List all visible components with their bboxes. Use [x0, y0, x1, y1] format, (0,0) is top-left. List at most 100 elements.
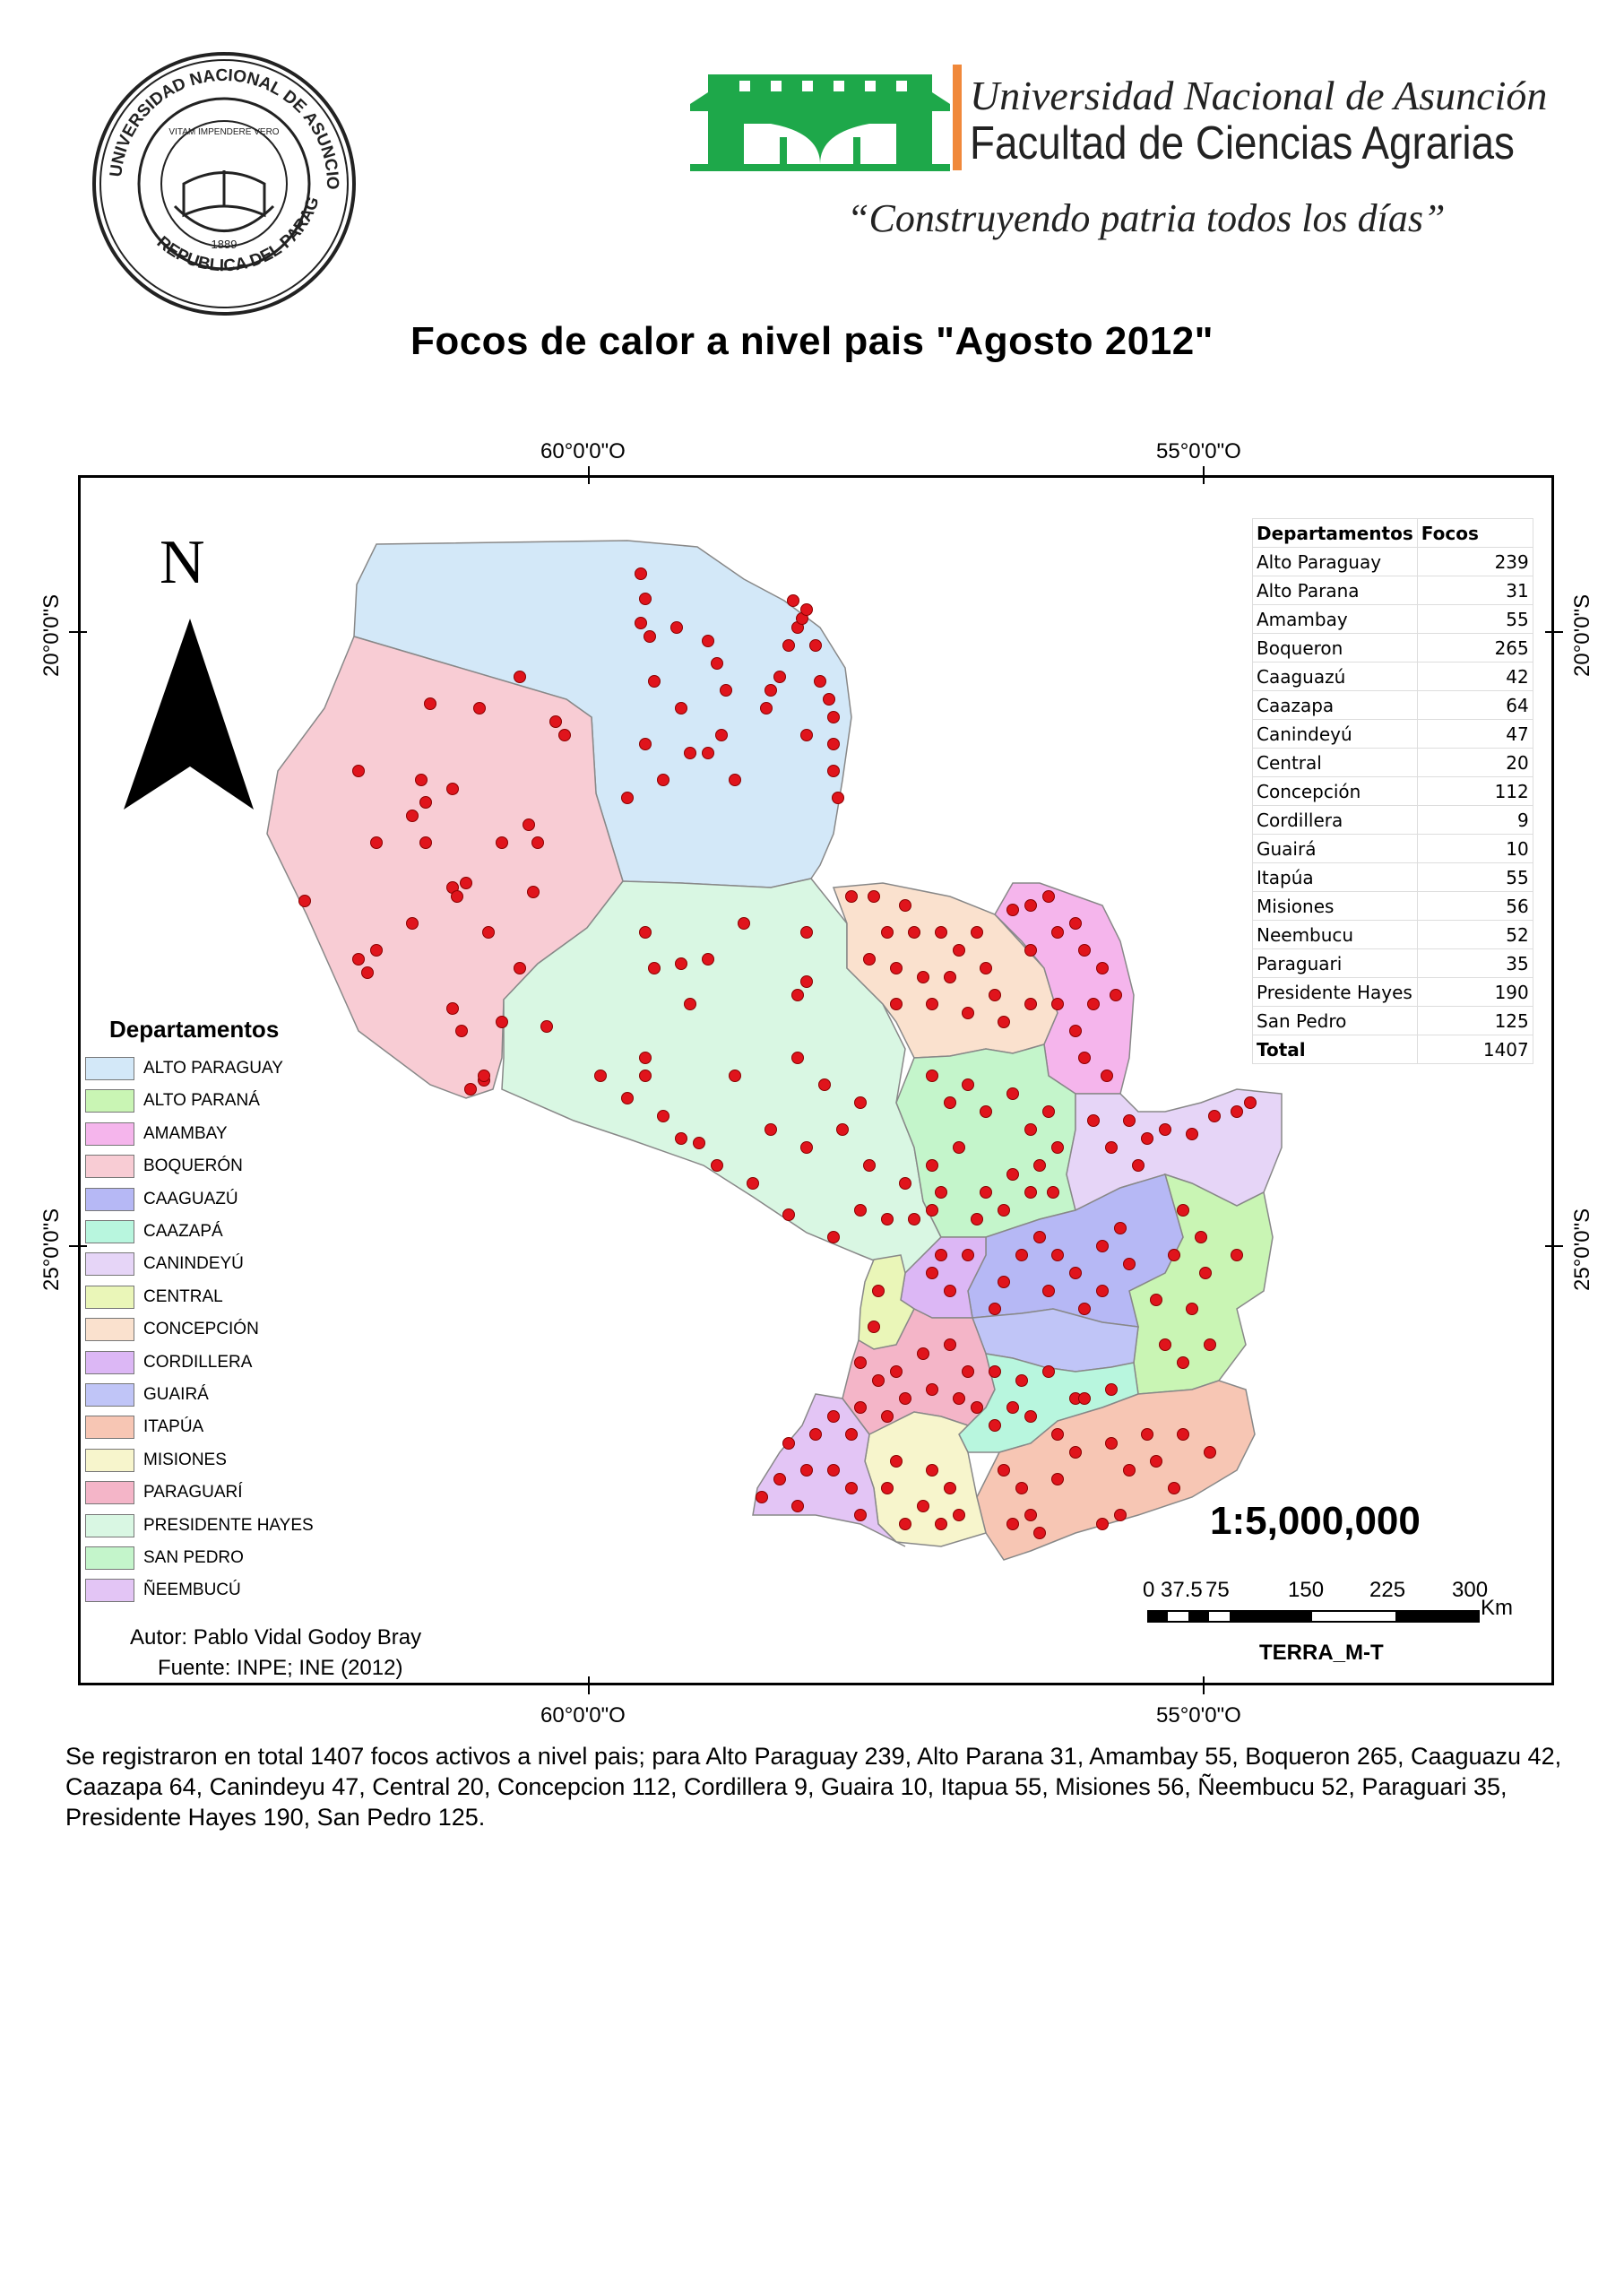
table-row: Guairá 10: [1252, 834, 1533, 863]
legend-label: ÑEEMBUCÚ: [143, 1581, 241, 1600]
fire-point-icon: [684, 747, 696, 759]
fire-point-icon: [1006, 1087, 1019, 1100]
fire-point-icon: [782, 1208, 795, 1221]
fire-point-icon: [1078, 1052, 1091, 1064]
legend-swatch: [85, 1318, 134, 1342]
scale-tick-label: 300: [1452, 1578, 1489, 1602]
fire-point-icon: [863, 953, 876, 966]
fire-point-icon: [496, 1016, 508, 1028]
legend-label: CANINDEYÚ: [143, 1254, 244, 1274]
legend-label: GUAIRÁ: [143, 1385, 209, 1404]
fire-point-icon: [756, 1491, 768, 1503]
fire-point-icon: [773, 671, 786, 683]
table-row: Neembucu 52: [1252, 920, 1533, 949]
fire-point-icon: [809, 1428, 822, 1441]
fire-point-icon: [827, 765, 840, 777]
legend-label: CAAZAPÁ: [143, 1222, 223, 1241]
fire-point-icon: [1033, 1159, 1046, 1172]
fire-point-icon: [478, 1070, 490, 1082]
fire-point-icon: [872, 1285, 885, 1297]
legend-swatch: [85, 1416, 134, 1440]
fire-point-icon: [989, 1365, 1001, 1378]
fire-point-icon: [854, 1356, 867, 1369]
fire-point-icon: [1006, 1518, 1019, 1530]
fire-point-icon: [764, 1123, 777, 1136]
table-row: Paraguari 35: [1252, 948, 1533, 978]
legend-item: ITAPÚA: [85, 1414, 203, 1441]
fire-point-icon: [944, 1285, 956, 1297]
fire-point-icon: [773, 1473, 786, 1485]
fire-point-icon: [998, 1204, 1010, 1217]
fire-point-icon: [693, 1137, 705, 1149]
table-cell-focos: 10: [1416, 834, 1533, 863]
table-cell-focos: 239: [1416, 547, 1533, 576]
fire-point-icon: [953, 1509, 965, 1521]
fire-point-icon: [1177, 1356, 1189, 1369]
legend-item: ALTO PARANÁ: [85, 1087, 260, 1114]
fire-point-icon: [1123, 1114, 1136, 1127]
legend-swatch: [85, 1513, 134, 1537]
fire-point-icon: [1051, 1428, 1064, 1441]
fire-point-icon: [1186, 1303, 1198, 1315]
legend-label: ALTO PARAGUAY: [143, 1059, 283, 1078]
fire-point-icon: [451, 890, 463, 903]
table-row: Boqueron 265: [1252, 633, 1533, 663]
fire-point-icon: [917, 1500, 929, 1512]
fire-point-icon: [1114, 1222, 1127, 1234]
fire-point-icon: [657, 774, 669, 786]
focos-table: Departamentos Focos Alto Paraguay 239 Alto…: [1252, 518, 1533, 1064]
table-cell-focos: 42: [1416, 662, 1533, 691]
legend-swatch: [85, 1350, 134, 1374]
scale-tick-label: 225: [1369, 1578, 1406, 1602]
fire-point-icon: [406, 810, 419, 822]
table-cell-department: Alto Paraguay: [1252, 547, 1418, 576]
fire-point-icon: [352, 765, 365, 777]
legend-item: CORDILLERA: [85, 1349, 252, 1376]
fire-point-icon: [657, 1110, 669, 1122]
fire-point-icon: [899, 1518, 911, 1530]
fire-point-icon: [1150, 1294, 1162, 1306]
lon-label-bottom-right: 55°0'0"O: [1156, 1703, 1241, 1728]
legend-swatch: [85, 1057, 134, 1080]
fire-point-icon: [962, 1249, 974, 1261]
legend-swatch: [85, 1089, 134, 1113]
fire-point-icon: [473, 702, 486, 714]
table-cell-focos: 35: [1416, 948, 1533, 978]
fire-point-icon: [935, 926, 947, 939]
fire-point-icon: [899, 1392, 911, 1405]
fire-point-icon: [845, 1428, 858, 1441]
fire-point-icon: [1033, 1527, 1046, 1539]
fire-point-icon: [635, 617, 647, 629]
fire-point-icon: [1024, 1123, 1037, 1136]
fire-point-icon: [1051, 998, 1064, 1010]
fire-point-icon: [971, 1213, 983, 1225]
fire-point-icon: [926, 1070, 938, 1082]
fire-point-icon: [352, 953, 365, 966]
fire-point-icon: [1177, 1428, 1189, 1441]
fire-point-icon: [496, 836, 508, 849]
fire-point-icon: [1024, 1410, 1037, 1423]
fire-point-icon: [1177, 1204, 1189, 1217]
fire-point-icon: [1024, 899, 1037, 912]
table-row: Alto Paraguay 239: [1252, 547, 1533, 576]
fire-point-icon: [1123, 1258, 1136, 1270]
fire-point-icon: [1096, 962, 1109, 974]
fire-point-icon: [1042, 890, 1055, 903]
lon-label-top-right: 55°0'0"O: [1156, 439, 1241, 463]
fire-point-icon: [1078, 1303, 1091, 1315]
lon-label-bottom-left: 60°0'0"O: [540, 1703, 626, 1728]
fire-point-icon: [415, 774, 428, 786]
table-total-row: Total 1407: [1252, 1035, 1533, 1064]
fire-point-icon: [639, 926, 652, 939]
fire-point-icon: [1015, 1482, 1028, 1494]
logo-divider: [953, 65, 962, 170]
fire-point-icon: [419, 796, 432, 809]
table-cell-department: Caazapa: [1252, 690, 1418, 720]
map-frame: [78, 475, 1554, 1685]
legend-item: PARAGUARÍ: [85, 1479, 243, 1506]
fire-point-icon: [890, 998, 903, 1010]
fire-point-icon: [1051, 1473, 1064, 1485]
fire-point-icon: [1114, 1509, 1127, 1521]
fire-point-icon: [827, 711, 840, 723]
